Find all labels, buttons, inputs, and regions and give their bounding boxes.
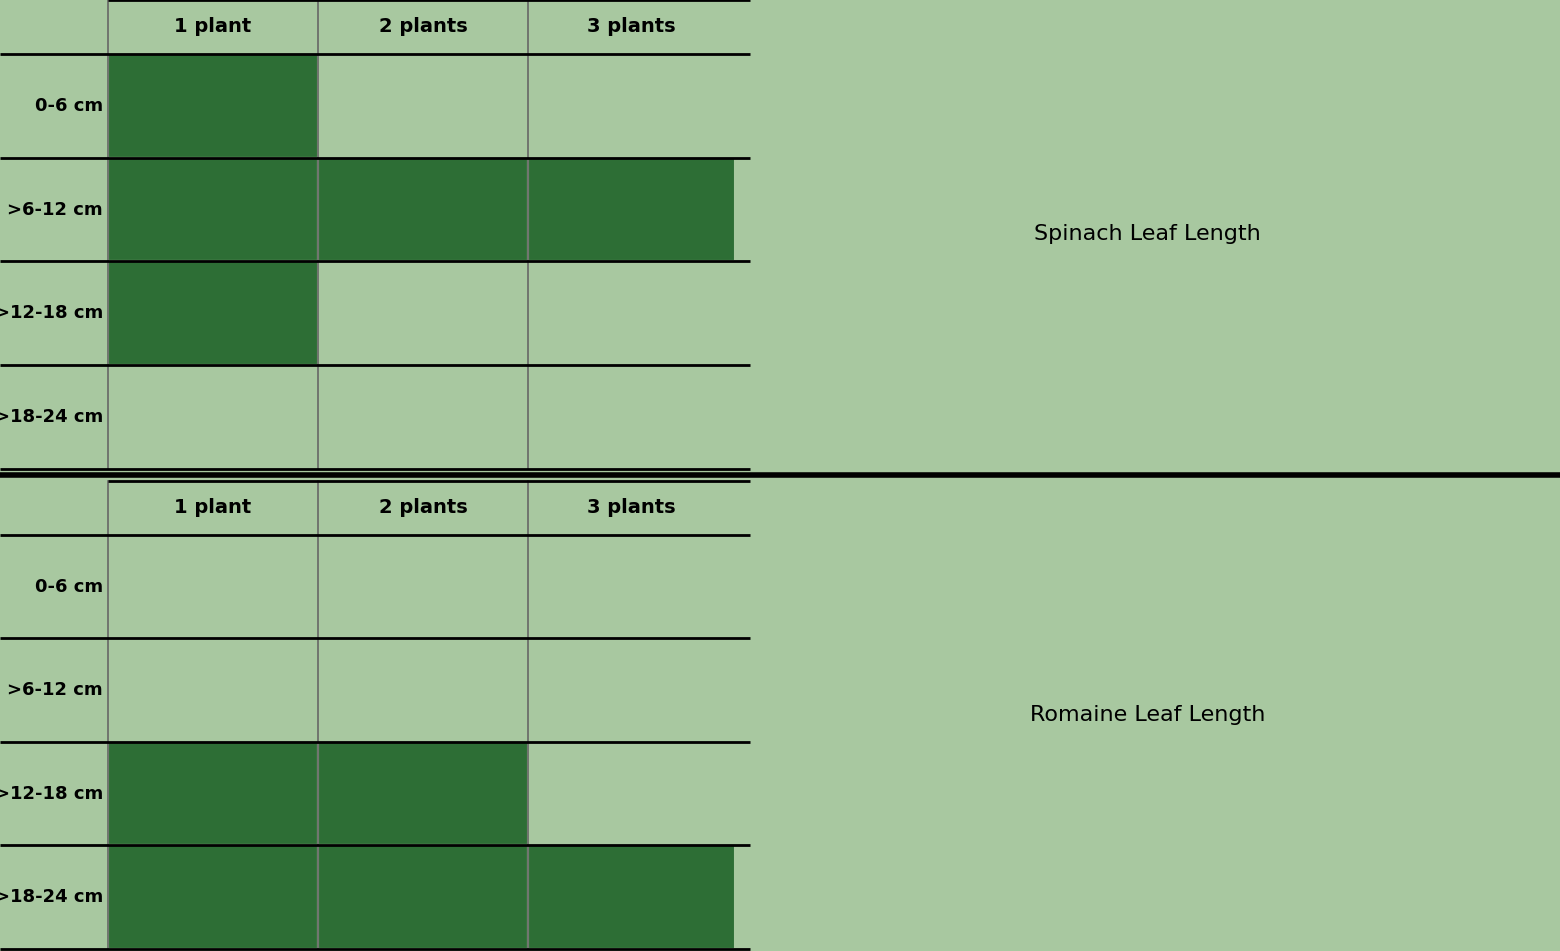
Text: 0-6 cm: 0-6 cm xyxy=(34,97,103,115)
Bar xyxy=(318,742,527,845)
Bar xyxy=(527,845,735,949)
Bar xyxy=(318,845,527,949)
Bar xyxy=(108,742,318,845)
Bar xyxy=(108,262,318,365)
Text: >12-18 cm: >12-18 cm xyxy=(0,785,103,803)
Text: 3 plants: 3 plants xyxy=(587,498,675,517)
Text: 2 plants: 2 plants xyxy=(379,498,468,517)
Text: 1 plant: 1 plant xyxy=(175,498,251,517)
Text: >18-24 cm: >18-24 cm xyxy=(0,888,103,906)
Text: 3 plants: 3 plants xyxy=(587,17,675,36)
Bar xyxy=(318,158,527,262)
Text: 0-6 cm: 0-6 cm xyxy=(34,577,103,595)
Bar xyxy=(108,54,318,158)
Text: Spinach Leaf Length: Spinach Leaf Length xyxy=(1034,224,1260,244)
Bar xyxy=(108,158,318,262)
Text: >18-24 cm: >18-24 cm xyxy=(0,408,103,426)
Text: Romaine Leaf Length: Romaine Leaf Length xyxy=(1030,705,1265,725)
Text: 1 plant: 1 plant xyxy=(175,17,251,36)
Text: >12-18 cm: >12-18 cm xyxy=(0,304,103,322)
Bar xyxy=(527,158,735,262)
Bar xyxy=(108,845,318,949)
Text: 2 plants: 2 plants xyxy=(379,17,468,36)
Text: >6-12 cm: >6-12 cm xyxy=(8,681,103,699)
Text: >6-12 cm: >6-12 cm xyxy=(8,201,103,219)
